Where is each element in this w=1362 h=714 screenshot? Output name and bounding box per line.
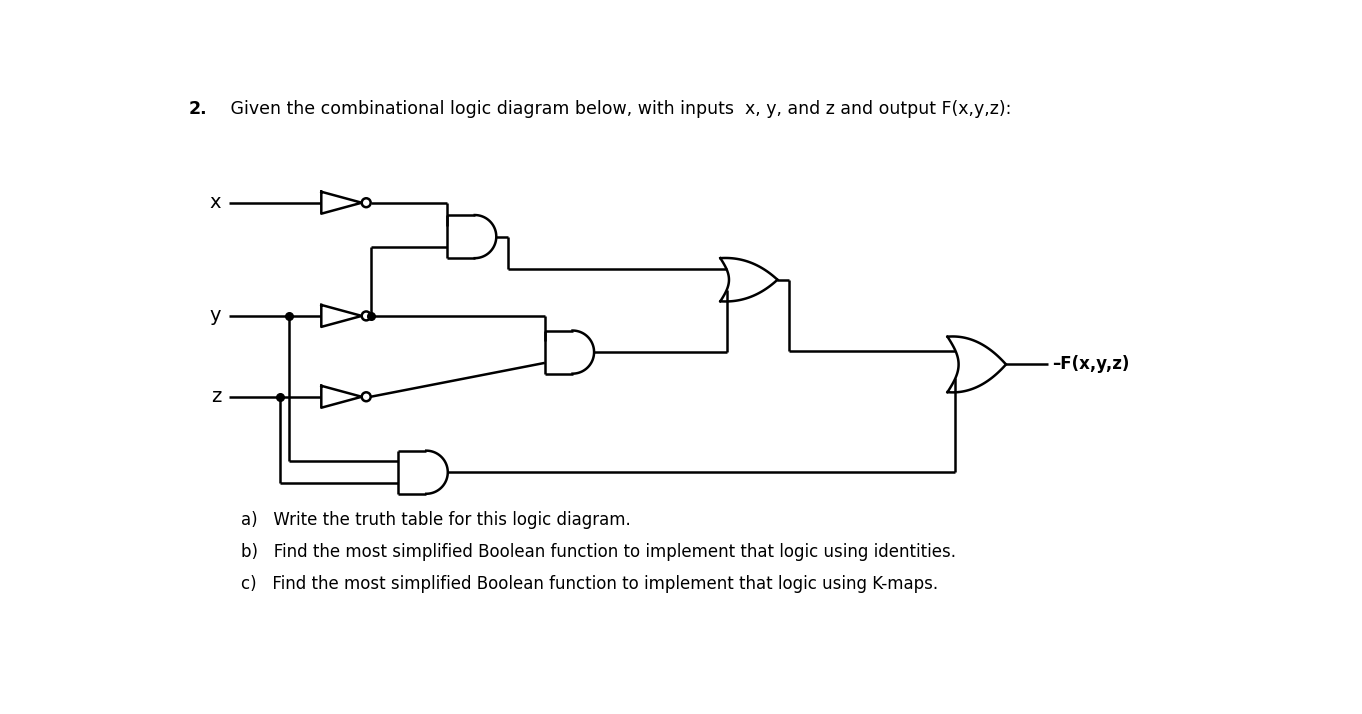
Text: 2.: 2. [189, 100, 207, 119]
Text: a)   Write the truth table for this logic diagram.: a) Write the truth table for this logic … [241, 511, 631, 529]
Text: x: x [210, 193, 222, 212]
Text: Given the combinational logic diagram below, with inputs  x, y, and z and output: Given the combinational logic diagram be… [214, 100, 1011, 119]
Text: y: y [210, 306, 222, 326]
Text: c)   Find the most simplified Boolean function to implement that logic using K-m: c) Find the most simplified Boolean func… [241, 575, 938, 593]
Text: –F(x,y,z): –F(x,y,z) [1053, 356, 1129, 373]
Text: z: z [211, 387, 222, 406]
Text: b)   Find the most simplified Boolean function to implement that logic using ide: b) Find the most simplified Boolean func… [241, 543, 956, 561]
